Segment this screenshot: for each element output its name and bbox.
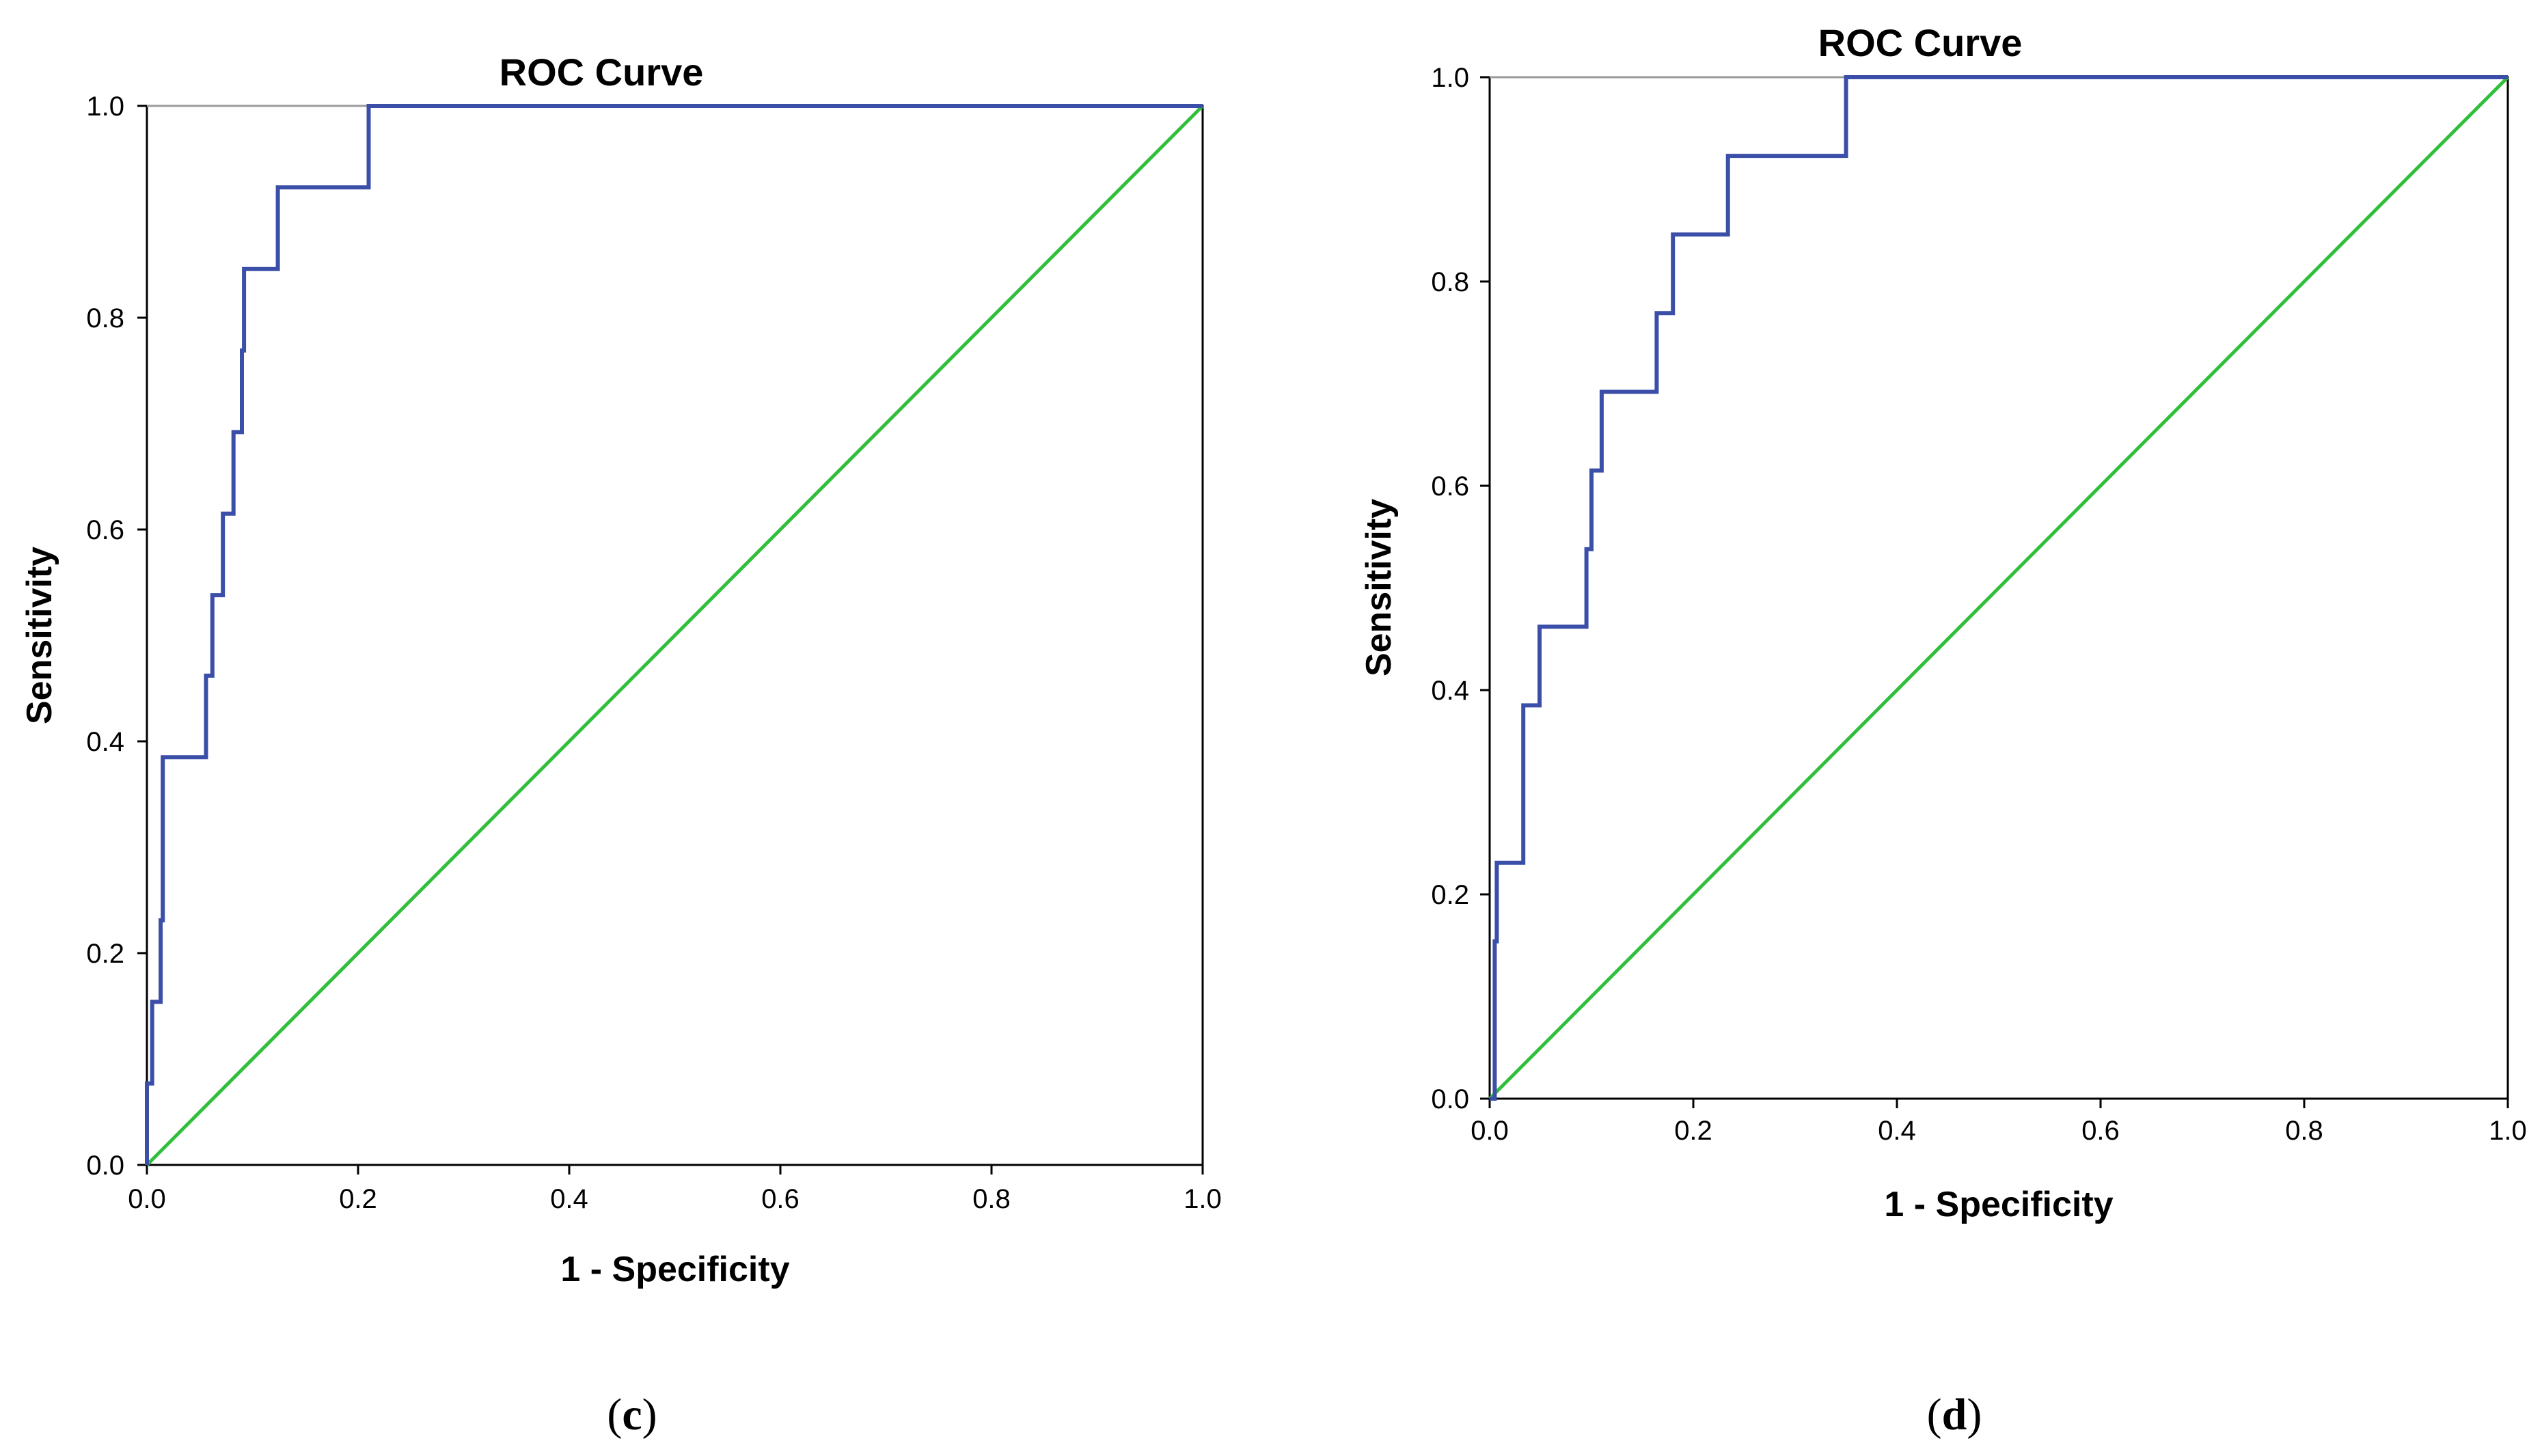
x-tick-label: 0.4 [1878,1116,1916,1146]
roc-chart-c: ROC Curve 1 - Specificity Sensitivity 0.… [20,51,1222,1440]
x-tick-label: 0.2 [339,1184,377,1214]
x-axis-label-d: 1 - Specificity [1884,1185,2113,1224]
y-tick-label: 0.2 [1431,880,1469,910]
x-axis-label-c: 1 - Specificity [560,1250,789,1289]
x-tick-label: 0.0 [1471,1116,1509,1146]
roc-chart-d: ROC Curve 1 - Specificity Sensitivity 0.… [1359,21,2527,1440]
x-tick-label: 1.0 [1184,1184,1222,1214]
diagonal-reference-line [146,105,1204,1166]
x-tick-label: 0.0 [128,1184,166,1214]
x-tick-label: 1.0 [2489,1116,2527,1146]
chart-title-c: ROC Curve [500,51,704,94]
y-tick-label: 0.6 [1431,471,1469,502]
y-tick-label: 1.0 [86,92,124,122]
x-tick-label: 0.2 [1674,1116,1712,1146]
ticks-d: 0.0 0.2 0.4 0.6 0.8 1.0 0.0 0.2 0.4 0.6 0.8 1.0 [1431,63,2526,1146]
y-tick-label: 1.0 [1431,63,1469,93]
panel-label-d: (d) [1927,1390,1982,1440]
roc-curve-line [145,104,1203,1165]
x-tick-label: 0.8 [972,1184,1011,1214]
x-tick-label: 0.6 [761,1184,800,1214]
series-d [1488,75,2509,1101]
diagonal-reference-line [1488,76,2509,1100]
y-tick-label: 0.8 [86,303,124,333]
y-tick-label: 0.0 [1431,1084,1469,1114]
y-axis-label-d: Sensitivity [1359,499,1399,676]
x-tick-label: 0.6 [2081,1116,2120,1146]
y-tick-label: 0.6 [86,515,124,545]
series-c [145,104,1204,1166]
x-tick-label: 0.8 [2285,1116,2323,1146]
y-tick-label: 0.0 [86,1151,124,1181]
ticks-c: 0.0 0.2 0.4 0.6 0.8 1.0 0.0 0.2 0.4 0.6 0.8 1.0 [86,92,1221,1214]
y-axis-label-c: Sensitivity [20,547,59,724]
x-tick-label: 0.4 [550,1184,588,1214]
panel-label-c: (c) [607,1390,657,1440]
y-tick-label: 0.4 [1431,676,1469,706]
y-tick-label: 0.8 [1431,267,1469,297]
y-tick-label: 0.4 [86,727,124,757]
roc-curve-line [1490,75,2508,1101]
chart-title-d: ROC Curve [1818,21,2023,64]
y-tick-label: 0.2 [86,939,124,969]
